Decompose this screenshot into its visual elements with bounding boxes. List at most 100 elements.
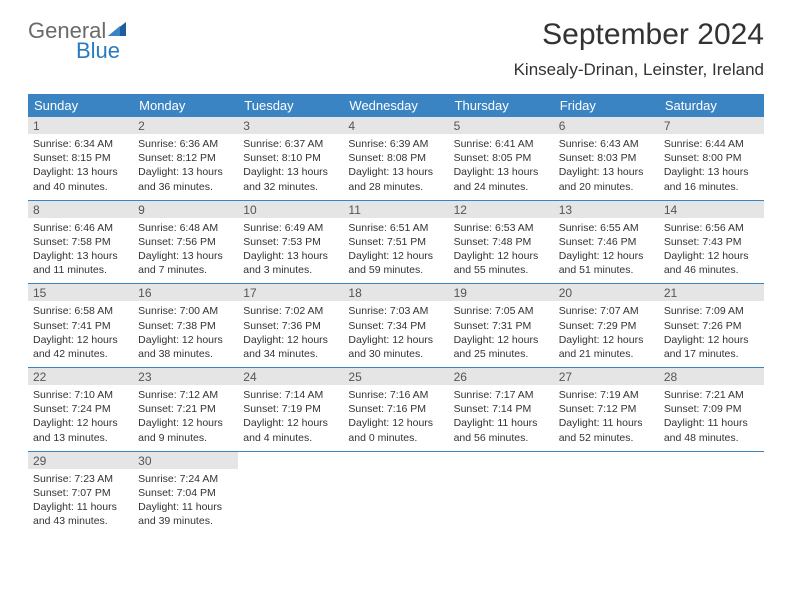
daylight-text: and 42 minutes. [33, 347, 128, 361]
day-cell: 27Sunrise: 7:19 AMSunset: 7:12 PMDayligh… [554, 368, 659, 451]
day-cell-empty [449, 452, 554, 535]
sunset-text: Sunset: 7:31 PM [454, 319, 549, 333]
daylight-text: and 21 minutes. [559, 347, 654, 361]
sunset-text: Sunset: 7:24 PM [33, 402, 128, 416]
daylight-text: and 17 minutes. [664, 347, 759, 361]
calendar-week: 8Sunrise: 6:46 AMSunset: 7:58 PMDaylight… [28, 201, 764, 285]
sunset-text: Sunset: 7:12 PM [559, 402, 654, 416]
calendar: Sunday Monday Tuesday Wednesday Thursday… [28, 94, 764, 534]
sunrise-text: Sunrise: 6:55 AM [559, 221, 654, 235]
sunrise-text: Sunrise: 7:02 AM [243, 304, 338, 318]
daylight-text: Daylight: 13 hours [138, 165, 233, 179]
sunrise-text: Sunrise: 6:37 AM [243, 137, 338, 151]
sunset-text: Sunset: 7:36 PM [243, 319, 338, 333]
daylight-text: Daylight: 12 hours [559, 249, 654, 263]
weekday-header: Monday [133, 94, 238, 117]
day-cell-empty [238, 452, 343, 535]
daylight-text: and 9 minutes. [138, 431, 233, 445]
daylight-text: and 3 minutes. [243, 263, 338, 277]
header: General Blue September 2024 Kinsealy-Dri… [0, 0, 792, 86]
day-number: 8 [28, 201, 133, 218]
sunrise-text: Sunrise: 7:23 AM [33, 472, 128, 486]
weekday-header: Saturday [659, 94, 764, 117]
location-text: Kinsealy-Drinan, Leinster, Ireland [514, 60, 764, 80]
sunset-text: Sunset: 7:41 PM [33, 319, 128, 333]
sunrise-text: Sunrise: 6:56 AM [664, 221, 759, 235]
daylight-text: and 30 minutes. [348, 347, 443, 361]
day-cell: 29Sunrise: 7:23 AMSunset: 7:07 PMDayligh… [28, 452, 133, 535]
daylight-text: and 32 minutes. [243, 180, 338, 194]
daylight-text: and 36 minutes. [138, 180, 233, 194]
daylight-text: and 46 minutes. [664, 263, 759, 277]
day-cell: 13Sunrise: 6:55 AMSunset: 7:46 PMDayligh… [554, 201, 659, 284]
daylight-text: and 52 minutes. [559, 431, 654, 445]
sunrise-text: Sunrise: 7:19 AM [559, 388, 654, 402]
day-cell: 11Sunrise: 6:51 AMSunset: 7:51 PMDayligh… [343, 201, 448, 284]
sunset-text: Sunset: 7:34 PM [348, 319, 443, 333]
daylight-text: Daylight: 12 hours [348, 249, 443, 263]
sunrise-text: Sunrise: 6:44 AM [664, 137, 759, 151]
daylight-text: Daylight: 11 hours [138, 500, 233, 514]
daylight-text: and 24 minutes. [454, 180, 549, 194]
sunrise-text: Sunrise: 6:43 AM [559, 137, 654, 151]
sunset-text: Sunset: 8:08 PM [348, 151, 443, 165]
day-number: 23 [133, 368, 238, 385]
daylight-text: and 55 minutes. [454, 263, 549, 277]
daylight-text: Daylight: 12 hours [559, 333, 654, 347]
day-cell: 20Sunrise: 7:07 AMSunset: 7:29 PMDayligh… [554, 284, 659, 367]
daylight-text: and 11 minutes. [33, 263, 128, 277]
day-number: 12 [449, 201, 554, 218]
day-number: 29 [28, 452, 133, 469]
day-cell: 16Sunrise: 7:00 AMSunset: 7:38 PMDayligh… [133, 284, 238, 367]
sunset-text: Sunset: 7:04 PM [138, 486, 233, 500]
day-number: 5 [449, 117, 554, 134]
sunrise-text: Sunrise: 6:41 AM [454, 137, 549, 151]
sunset-text: Sunset: 7:26 PM [664, 319, 759, 333]
day-cell: 10Sunrise: 6:49 AMSunset: 7:53 PMDayligh… [238, 201, 343, 284]
sunset-text: Sunset: 7:19 PM [243, 402, 338, 416]
weekday-header: Thursday [449, 94, 554, 117]
weekday-header: Sunday [28, 94, 133, 117]
day-number: 3 [238, 117, 343, 134]
day-cell-empty [554, 452, 659, 535]
sunrise-text: Sunrise: 7:10 AM [33, 388, 128, 402]
sunset-text: Sunset: 8:03 PM [559, 151, 654, 165]
sunset-text: Sunset: 8:05 PM [454, 151, 549, 165]
sunrise-text: Sunrise: 7:21 AM [664, 388, 759, 402]
day-cell: 1Sunrise: 6:34 AMSunset: 8:15 PMDaylight… [28, 117, 133, 200]
sunrise-text: Sunrise: 7:00 AM [138, 304, 233, 318]
daylight-text: and 40 minutes. [33, 180, 128, 194]
day-number: 10 [238, 201, 343, 218]
day-number: 19 [449, 284, 554, 301]
sunset-text: Sunset: 7:46 PM [559, 235, 654, 249]
calendar-body: 1Sunrise: 6:34 AMSunset: 8:15 PMDaylight… [28, 117, 764, 534]
sunrise-text: Sunrise: 6:39 AM [348, 137, 443, 151]
sunset-text: Sunset: 7:38 PM [138, 319, 233, 333]
daylight-text: Daylight: 11 hours [33, 500, 128, 514]
day-cell: 21Sunrise: 7:09 AMSunset: 7:26 PMDayligh… [659, 284, 764, 367]
day-number: 9 [133, 201, 238, 218]
daylight-text: and 25 minutes. [454, 347, 549, 361]
daylight-text: and 51 minutes. [559, 263, 654, 277]
day-cell: 19Sunrise: 7:05 AMSunset: 7:31 PMDayligh… [449, 284, 554, 367]
day-number: 14 [659, 201, 764, 218]
sunrise-text: Sunrise: 7:05 AM [454, 304, 549, 318]
daylight-text: Daylight: 12 hours [243, 416, 338, 430]
day-number: 1 [28, 117, 133, 134]
daylight-text: and 4 minutes. [243, 431, 338, 445]
daylight-text: and 38 minutes. [138, 347, 233, 361]
sunset-text: Sunset: 7:56 PM [138, 235, 233, 249]
daylight-text: and 13 minutes. [33, 431, 128, 445]
daylight-text: and 43 minutes. [33, 514, 128, 528]
sunset-text: Sunset: 8:00 PM [664, 151, 759, 165]
sunrise-text: Sunrise: 7:03 AM [348, 304, 443, 318]
day-cell: 12Sunrise: 6:53 AMSunset: 7:48 PMDayligh… [449, 201, 554, 284]
daylight-text: Daylight: 13 hours [664, 165, 759, 179]
day-cell: 15Sunrise: 6:58 AMSunset: 7:41 PMDayligh… [28, 284, 133, 367]
day-number: 28 [659, 368, 764, 385]
daylight-text: and 34 minutes. [243, 347, 338, 361]
sunset-text: Sunset: 7:43 PM [664, 235, 759, 249]
sunrise-text: Sunrise: 6:36 AM [138, 137, 233, 151]
daylight-text: Daylight: 13 hours [138, 249, 233, 263]
sunset-text: Sunset: 7:16 PM [348, 402, 443, 416]
